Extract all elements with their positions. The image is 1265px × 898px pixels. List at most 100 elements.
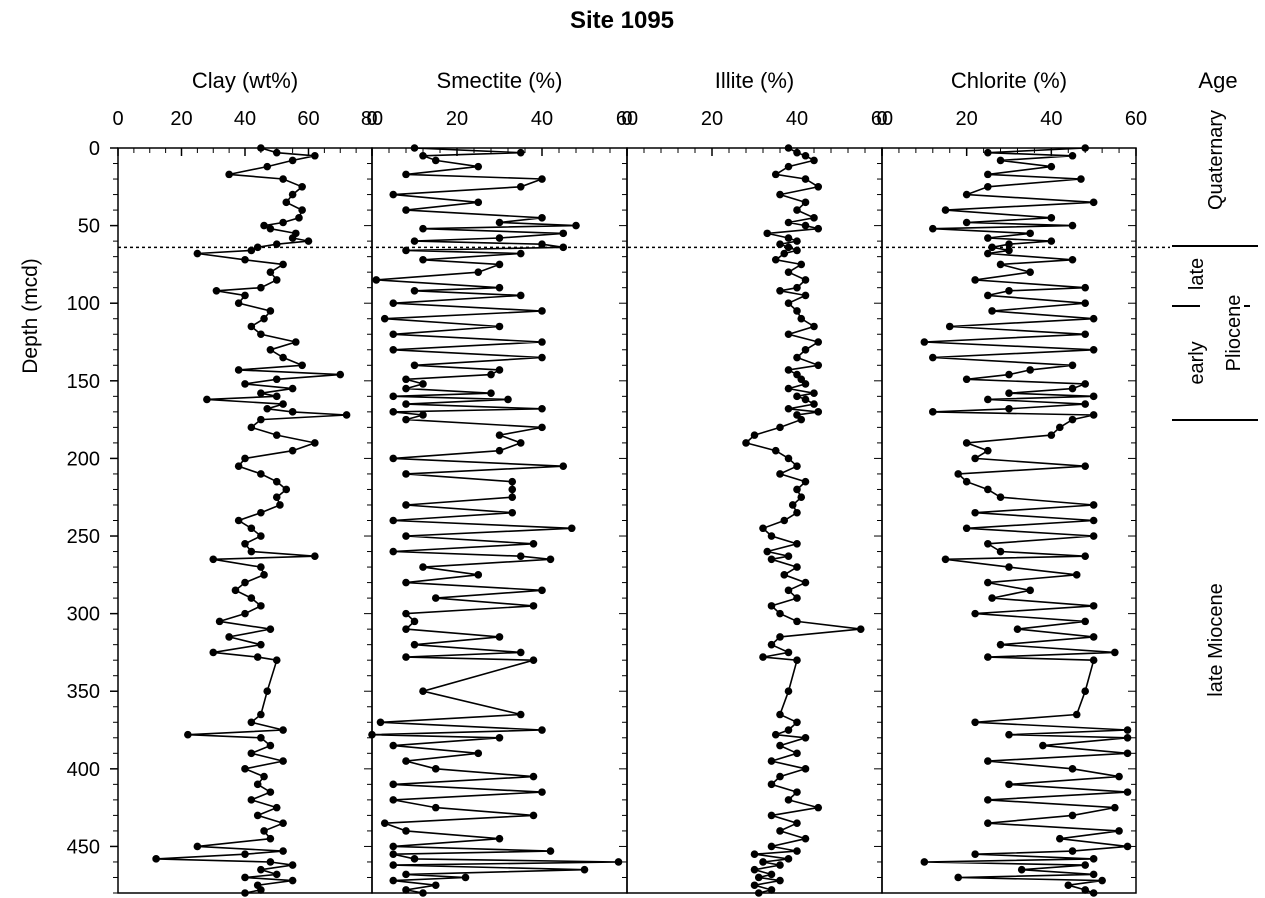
age-quaternary: Quaternary: [1205, 110, 1227, 210]
data-point: [419, 380, 427, 388]
data-point: [580, 865, 589, 874]
data-point: [784, 648, 793, 657]
data-point: [1068, 384, 1077, 393]
data-point: [780, 571, 789, 579]
data-point: [260, 571, 268, 579]
data-point: [614, 858, 623, 866]
data-point: [410, 617, 419, 626]
x-tick-label: 20: [170, 108, 192, 130]
data-point: [389, 345, 398, 354]
data-point: [389, 299, 398, 308]
x-tick-label: 20: [446, 108, 468, 130]
data-point: [1089, 889, 1098, 897]
panel-title: Clay (wt%): [192, 68, 298, 93]
data-point: [793, 563, 801, 571]
data-point: [754, 889, 763, 897]
data-point: [257, 508, 265, 517]
data-point: [1089, 656, 1098, 664]
data-point: [814, 803, 823, 812]
data-point: [241, 539, 249, 548]
data-point: [767, 757, 776, 765]
data-point: [508, 485, 517, 494]
data-point: [801, 477, 810, 486]
data-point: [1068, 765, 1077, 773]
y-tick-label: 200: [67, 448, 100, 470]
data-point: [402, 170, 410, 179]
data-point: [1123, 726, 1132, 734]
data-point: [538, 175, 546, 183]
data-point: [801, 345, 810, 354]
data-point: [1047, 162, 1056, 171]
data-point: [793, 148, 801, 157]
panel-3: Chlorite (%) 0 20 40 60: [876, 68, 1147, 897]
data-point: [801, 733, 810, 742]
data-point: [272, 493, 281, 502]
data-point: [247, 423, 256, 432]
data-point: [402, 653, 410, 661]
data-point: [929, 408, 937, 416]
data-point: [372, 276, 381, 284]
data-point: [495, 218, 504, 227]
data-point: [461, 873, 470, 882]
data-point: [474, 749, 483, 758]
data-point: [801, 765, 810, 773]
data-point: [1123, 788, 1132, 796]
data-point: [793, 718, 801, 727]
data-point: [954, 873, 962, 882]
data-point: [776, 286, 784, 295]
x-tick-label: 60: [871, 108, 893, 130]
data-point: [234, 462, 243, 470]
x-tick-label: 40: [531, 108, 553, 130]
data-point: [546, 847, 555, 855]
data-point: [801, 578, 810, 587]
data-point: [1005, 404, 1013, 413]
data-point: [516, 183, 525, 191]
data-point: [380, 819, 389, 827]
data-point: [1089, 345, 1098, 354]
data-point: [389, 850, 398, 858]
data-point: [389, 408, 398, 416]
data-point: [1115, 772, 1123, 781]
data-point: [260, 314, 268, 323]
data-point: [247, 547, 256, 556]
data-point: [184, 730, 192, 739]
data-point: [793, 462, 801, 470]
panel-title: Illite (%): [715, 68, 794, 93]
data-point: [225, 170, 233, 179]
data-point: [793, 788, 801, 796]
age-late-miocene: late Miocene: [1205, 583, 1227, 696]
data-point: [311, 552, 319, 560]
series-line: [371, 147, 619, 894]
data-point: [988, 594, 996, 602]
data-point: [152, 855, 160, 863]
data-point: [784, 162, 793, 171]
data-point: [1068, 847, 1077, 855]
data-point: [389, 330, 398, 339]
data-point: [1089, 198, 1098, 207]
y-tick-label: 50: [78, 216, 100, 238]
data-point: [304, 237, 313, 245]
data-point: [288, 446, 297, 455]
data-point: [780, 516, 789, 525]
data-point: [1064, 881, 1073, 890]
data-point: [767, 811, 776, 820]
data-point: [279, 819, 287, 827]
data-point: [298, 361, 306, 370]
data-point: [801, 198, 810, 207]
data-point: [784, 687, 793, 696]
data-point: [784, 144, 793, 152]
data-point: [263, 404, 272, 413]
data-point: [984, 578, 992, 587]
data-point: [996, 640, 1005, 649]
data-point: [402, 501, 410, 509]
data-point: [793, 283, 801, 292]
data-point: [538, 788, 546, 796]
age-late-pliocene: late: [1186, 258, 1208, 290]
data-point: [241, 380, 249, 388]
data-point: [984, 485, 992, 494]
data-point: [431, 594, 440, 602]
data-point: [814, 338, 823, 346]
data-point: [771, 255, 780, 264]
data-point: [1089, 870, 1098, 879]
